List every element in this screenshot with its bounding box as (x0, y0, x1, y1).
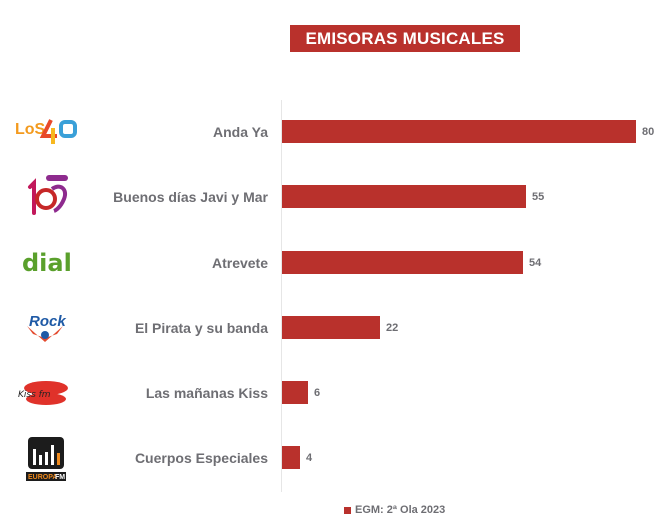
category-label: Las mañanas Kiss (145, 385, 268, 401)
rockfm-logo-icon: Rock (8, 306, 84, 350)
bar[interactable] (282, 381, 308, 404)
cadena100-logo-icon (8, 175, 84, 219)
svg-text:Rock: Rock (29, 313, 66, 330)
category-label: Atrevete (211, 255, 268, 271)
europafm-logo-icon: EUROPA FM (8, 437, 84, 482)
value-label: 55 (532, 191, 545, 203)
value-label: 4 (306, 452, 313, 464)
kissfm-logo-icon: Kiss fm (8, 371, 84, 415)
bar-row: dial Atrevete 54 (0, 249, 662, 277)
bar[interactable] (282, 316, 380, 339)
bar[interactable] (282, 185, 526, 208)
bar-row: EUROPA FM Cuerpos Especiales 4 (0, 437, 662, 481)
bar[interactable] (282, 251, 523, 274)
los40-logo-icon: LoS (8, 110, 84, 154)
category-label: Anda Ya (213, 124, 268, 140)
value-label: 6 (314, 387, 321, 399)
svg-text:EUROPA: EUROPA (28, 474, 57, 481)
category-label: Cuerpos Especiales (134, 450, 268, 466)
chart-title: EMISORAS MUSICALES (290, 25, 520, 52)
bar[interactable] (282, 120, 636, 143)
bar-row: Rock El Pirata y su banda 22 (0, 313, 662, 342)
bar-row: LoS Anda Ya 80 (0, 119, 662, 144)
category-label: Buenos días Javi y Mar (113, 189, 268, 205)
value-label: 22 (386, 322, 399, 334)
bar-row: Buenos días Javi y Mar 55 (0, 175, 662, 215)
legend-label: EGM: 2ª Ola 2023 (355, 504, 446, 516)
svg-text:Kiss fm: Kiss fm (18, 390, 51, 400)
legend-swatch-icon (344, 506, 351, 514)
legend: EGM: 2ª Ola 2023 (344, 504, 445, 516)
value-label: 54 (529, 257, 542, 269)
value-label: 80 (642, 126, 655, 138)
svg-text:dial: dial (22, 249, 72, 277)
bar-row: Kiss fm Las mañanas Kiss 6 (0, 381, 662, 405)
svg-text:FM: FM (55, 474, 65, 481)
bar[interactable] (282, 446, 300, 469)
y-axis-line (281, 100, 282, 492)
svg-text:LoS: LoS (15, 121, 46, 138)
dial-logo-icon: dial (8, 241, 84, 285)
category-label: El Pirata y su banda (134, 320, 268, 336)
